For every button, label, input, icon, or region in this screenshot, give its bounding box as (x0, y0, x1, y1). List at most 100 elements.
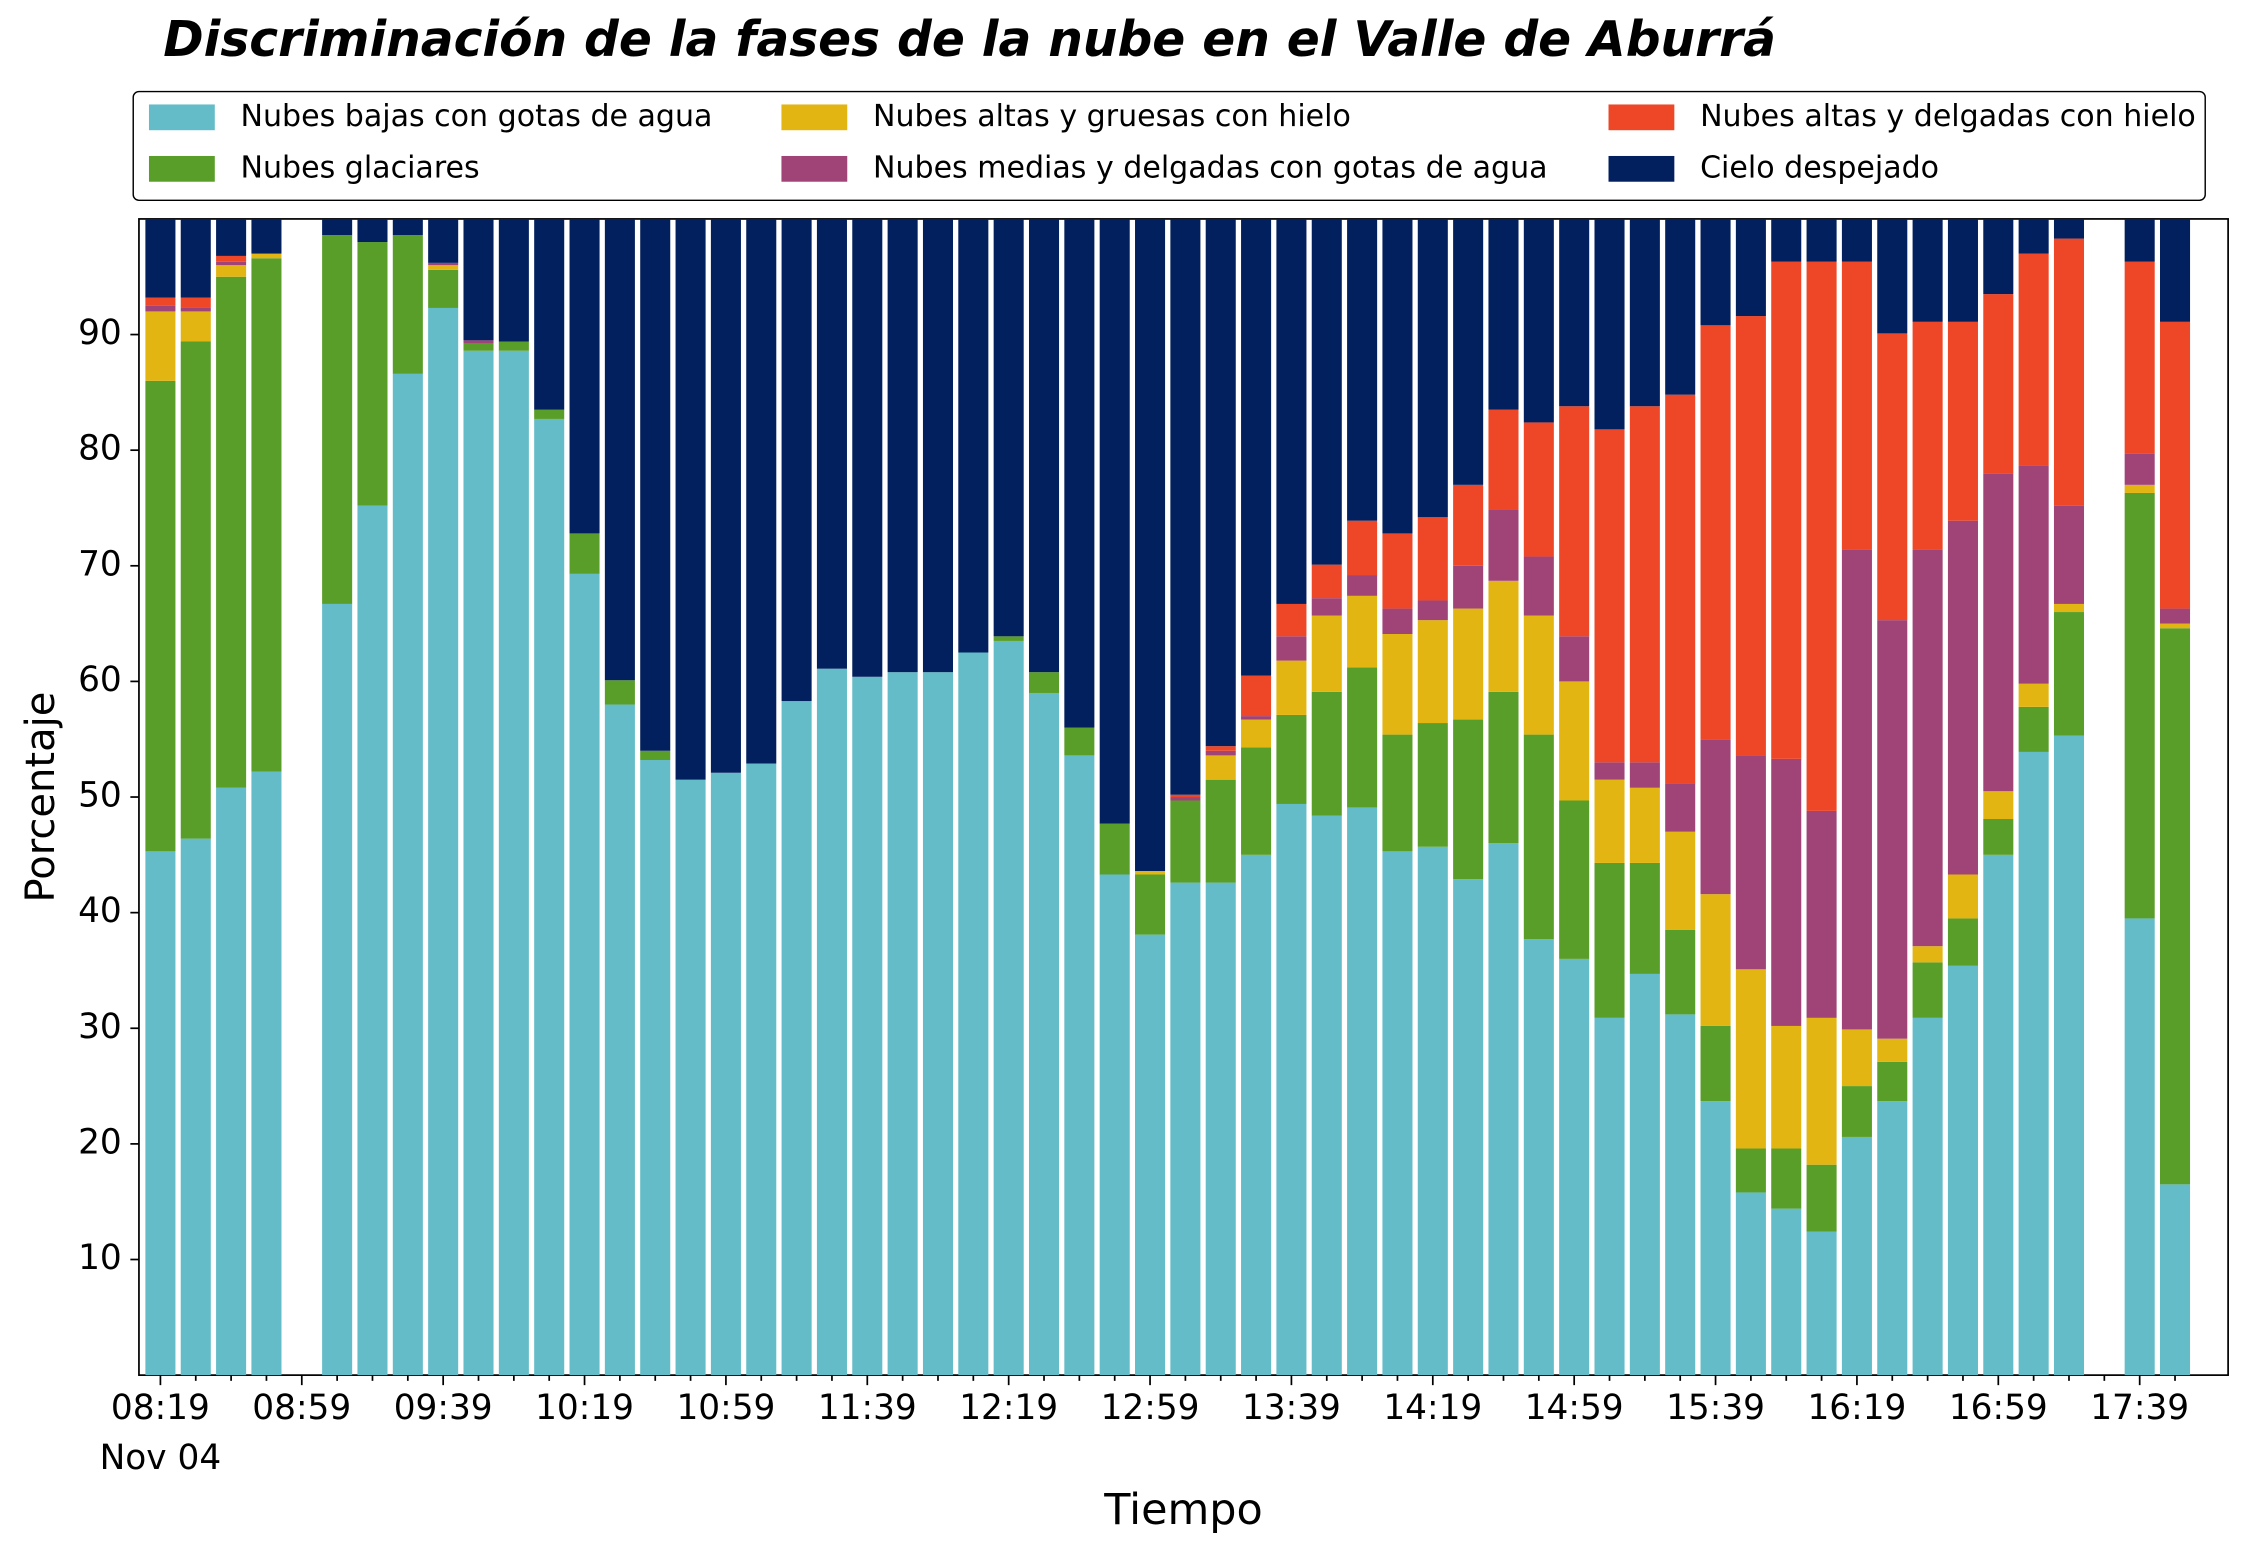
bar-segment (1700, 1025, 1731, 1102)
bar-segment (1453, 719, 1484, 880)
bar-segment (1665, 783, 1696, 832)
bar-segment (675, 218, 706, 780)
bar-segment (604, 680, 635, 705)
chart-title: Discriminación de la fases de la nube en… (163, 12, 1776, 68)
bar-segment (1417, 723, 1448, 847)
bar-segment (1983, 294, 2014, 474)
bar-segment (1665, 929, 1696, 1015)
bar-segment (1523, 734, 1554, 940)
bar-segment (1735, 755, 1766, 970)
bar-segment (1877, 218, 1908, 334)
bar-segment (2124, 261, 2155, 454)
bar-segment (2159, 218, 2191, 322)
bar-segment (1488, 509, 1519, 581)
bar-segment (1735, 218, 1766, 317)
bar-segment (1771, 218, 1802, 262)
bar-segment (1382, 851, 1413, 1376)
bar-segment (1983, 818, 2014, 855)
bar-segment (993, 640, 1024, 1376)
bar-segment (251, 253, 282, 259)
bar-segment (180, 311, 211, 342)
bar-segment (852, 676, 883, 1376)
bar-segment (428, 307, 459, 1376)
bar-segment (1311, 564, 1342, 599)
bar-segment (1099, 823, 1130, 875)
legend-box (132, 90, 2206, 202)
bar-segment (1629, 973, 1660, 1376)
x-date-label: Nov 04 (100, 1438, 222, 1478)
bar-segment (1559, 800, 1590, 959)
bar-segment (1523, 939, 1554, 1376)
bar-segment (1099, 218, 1130, 824)
bar-segment (1311, 691, 1342, 816)
bar-segment (816, 218, 847, 669)
bar-segment (1241, 716, 1272, 720)
bar-segment (1523, 422, 1554, 557)
bar-segment (1947, 321, 1978, 521)
bar-segment (1453, 565, 1484, 609)
bar-segment (1629, 406, 1660, 763)
bar-segment (922, 672, 954, 1376)
bar-segment (1665, 394, 1696, 784)
bar-segment (1912, 946, 1943, 963)
bar-segment (2053, 505, 2085, 604)
bar-segment (1205, 779, 1236, 883)
bar-segment (1347, 667, 1378, 808)
bar-segment (1170, 800, 1201, 883)
bar-segment (1665, 218, 1696, 395)
bar-segment (2159, 321, 2191, 609)
bar-segment (1983, 473, 2014, 792)
bar-segment (1629, 862, 1660, 974)
bar-segment (1276, 603, 1307, 637)
bar-segment (1806, 1164, 1837, 1232)
bar-segment (1382, 734, 1413, 852)
bar-segment (1877, 620, 1908, 1039)
bar-segment (1276, 714, 1307, 804)
bar-segment (1594, 862, 1625, 1018)
bar-segment (534, 418, 565, 1376)
bar-segment (1947, 874, 1978, 919)
bar-segment (145, 297, 176, 306)
bar-segment (1629, 762, 1660, 788)
bar-segment (1205, 755, 1236, 780)
legend-swatch (1608, 104, 1675, 131)
bar-segment (746, 763, 777, 1376)
bar-segment (1347, 807, 1378, 1376)
bar-segment (251, 218, 282, 254)
bar-segment (1382, 533, 1413, 609)
bar-segment (1311, 615, 1342, 692)
bar-segment (216, 261, 247, 266)
bar-segment (498, 341, 529, 351)
bar-segment (1453, 484, 1484, 566)
bar-segment (1806, 1017, 1837, 1165)
bar-segment (180, 307, 211, 312)
legend-swatch (781, 155, 848, 182)
bar-segment (1064, 218, 1095, 728)
bar-segment (710, 772, 741, 1376)
bar-segment (1417, 218, 1448, 518)
bar-segment (428, 265, 459, 270)
bar-segment (322, 235, 353, 604)
bar-segment (1912, 321, 1943, 550)
y-tick-label: 50 (78, 776, 122, 816)
bar-segment (392, 373, 423, 1376)
bar-segment (498, 218, 529, 342)
bar-segment (1488, 580, 1519, 692)
bar-segment (180, 341, 211, 839)
x-tick-label: 12:19 (959, 1388, 1058, 1428)
bar-segment (1241, 747, 1272, 855)
bar-segment (145, 380, 176, 852)
bar-segment (993, 636, 1024, 641)
bar-segment (392, 235, 423, 374)
bar-segment (1523, 615, 1554, 735)
bar-segment (322, 603, 353, 1376)
bar-segment (746, 218, 777, 764)
bar-segment (357, 505, 388, 1376)
bar-segment (1559, 958, 1590, 1376)
bar-segment (1700, 218, 1731, 326)
bar-segment (993, 218, 1024, 637)
bar-segment (2124, 484, 2155, 493)
bar-segment (2124, 453, 2155, 485)
bar-segment (1771, 1025, 1802, 1149)
bar-segment (1170, 882, 1201, 1376)
